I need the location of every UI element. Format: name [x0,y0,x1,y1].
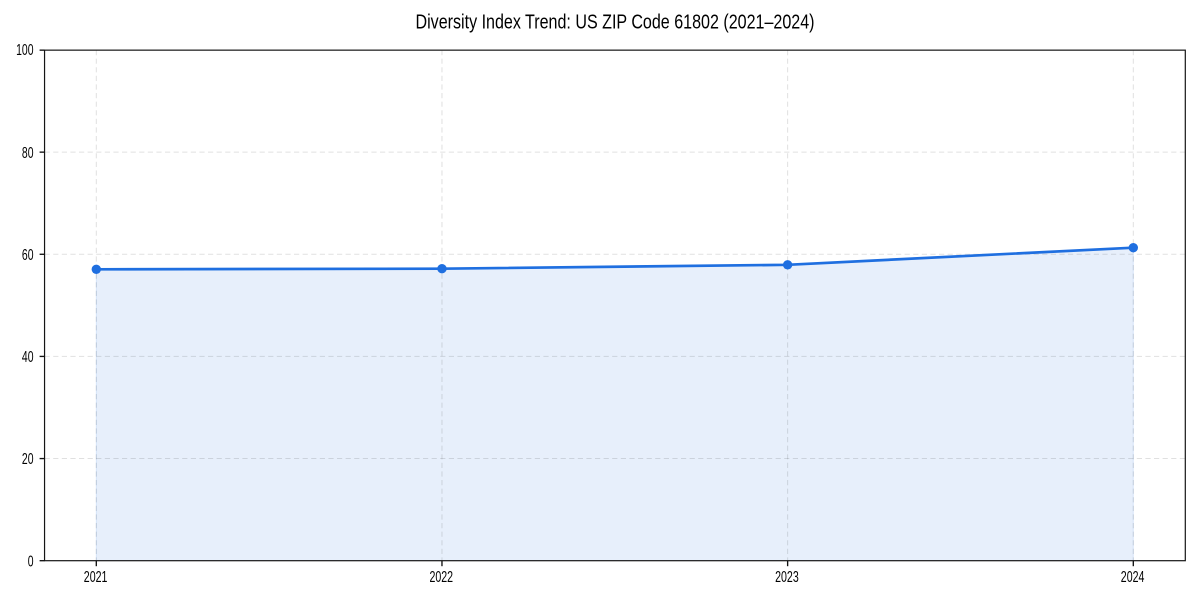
svg-text:2022: 2022 [429,569,453,586]
svg-text:100: 100 [16,42,33,59]
svg-text:80: 80 [22,145,34,162]
svg-text:0: 0 [28,553,34,570]
svg-text:2023: 2023 [775,569,799,586]
svg-text:2021: 2021 [84,569,108,586]
svg-text:20: 20 [22,451,34,468]
svg-text:60: 60 [22,247,34,264]
svg-text:2024: 2024 [1121,569,1145,586]
svg-text:40: 40 [22,349,34,366]
svg-text:Diversity Index Trend: US ZIP: Diversity Index Trend: US ZIP Code 61802… [416,11,815,33]
